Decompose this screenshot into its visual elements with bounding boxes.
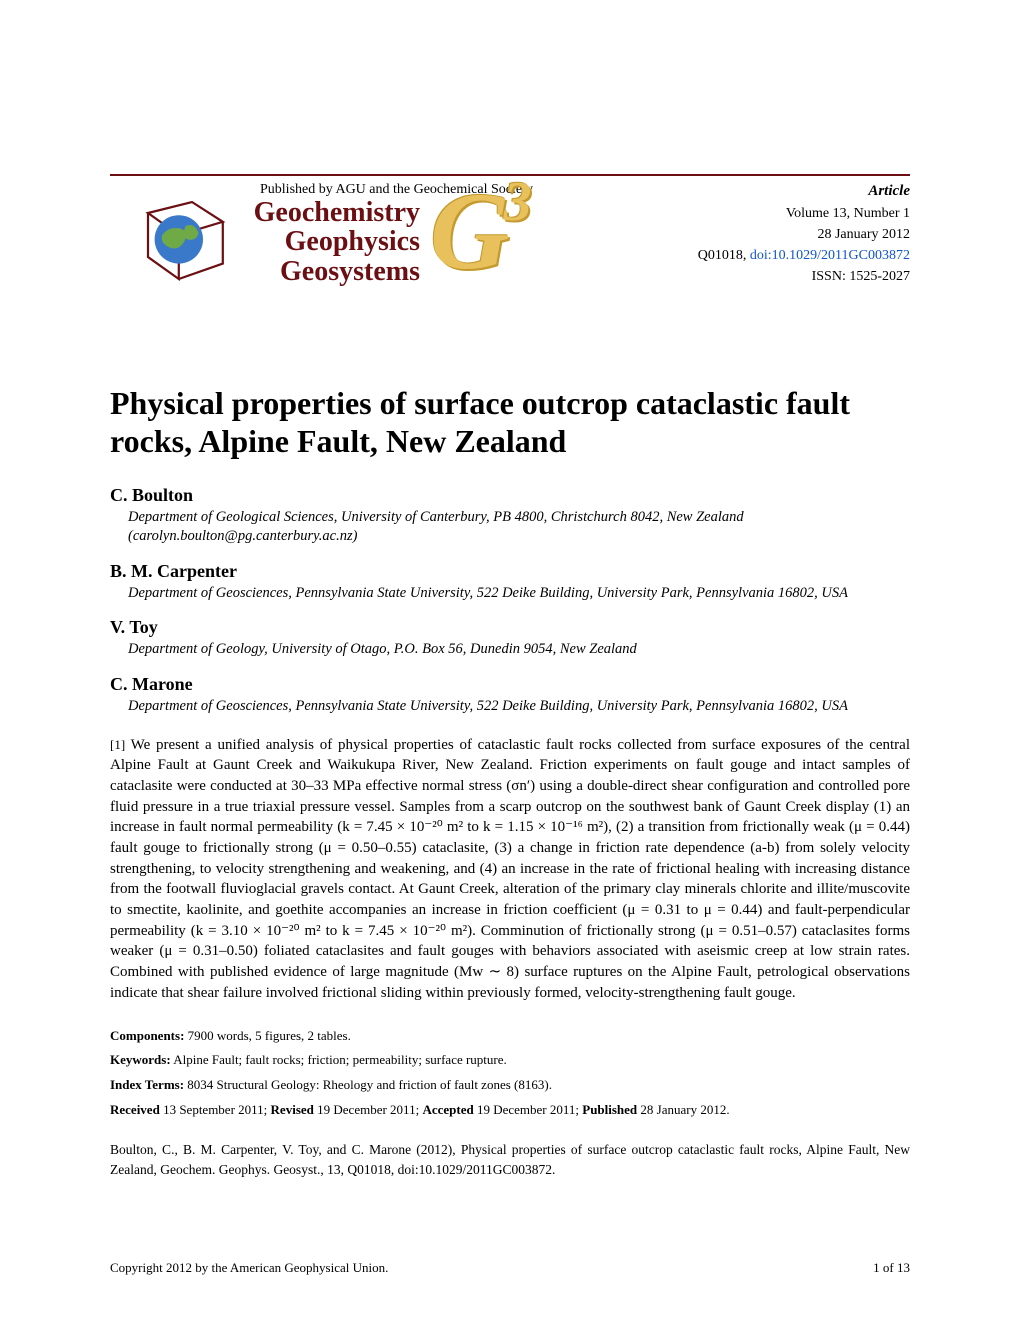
article-id: Q01018, [698, 248, 750, 263]
accepted-label: Accepted [422, 1102, 473, 1117]
journal-name-line: Geosystems [250, 257, 420, 286]
published-label: Published [582, 1102, 637, 1117]
volume-line: Volume 13, Number 1 [698, 203, 910, 224]
pubdate-line: 28 January 2012 [698, 224, 910, 245]
article-title: Physical properties of surface outcrop c… [110, 384, 910, 461]
author-block: V. Toy Department of Geology, University… [110, 617, 910, 660]
published-value: 28 January 2012. [637, 1102, 729, 1117]
copyright: Copyright 2012 by the American Geophysic… [110, 1260, 388, 1276]
keywords-value: Alpine Fault; fault rocks; friction; per… [171, 1052, 507, 1067]
author-affiliation: Department of Geology, University of Ota… [128, 640, 910, 660]
author-name: C. Boulton [110, 485, 910, 506]
paragraph-number: [1] [110, 737, 125, 752]
components-value: 7900 words, 5 figures, 2 tables. [184, 1028, 350, 1043]
received-value: 13 September 2011; [160, 1102, 271, 1117]
components-line: Components: 7900 words, 5 figures, 2 tab… [110, 1024, 910, 1049]
doi-link[interactable]: doi:10.1029/2011GC003872 [750, 248, 910, 263]
index-label: Index Terms: [110, 1077, 184, 1092]
journal-name: Geochemistry Geophysics Geosystems [250, 198, 420, 286]
journal-name-line: Geochemistry [250, 198, 420, 227]
revised-label: Revised [271, 1102, 314, 1117]
index-value: 8034 Structural Geology: Rheology and fr… [184, 1077, 552, 1092]
g3-g: G [430, 170, 503, 292]
accepted-value: 19 December 2011; [474, 1102, 583, 1117]
author-name: V. Toy [110, 617, 910, 638]
article-metadata-block: Components: 7900 words, 5 figures, 2 tab… [110, 1024, 910, 1123]
g3-sup: 3 [503, 171, 525, 233]
author-affiliation: Department of Geological Sciences, Unive… [128, 508, 910, 547]
journal-logo [126, 180, 236, 290]
keywords-label: Keywords: [110, 1052, 171, 1067]
journal-name-line: Geophysics [250, 227, 420, 256]
page-footer: Copyright 2012 by the American Geophysic… [110, 1260, 910, 1276]
author-block: B. M. Carpenter Department of Geoscience… [110, 561, 910, 604]
author-block: C. Boulton Department of Geological Scie… [110, 485, 910, 547]
article-meta: Article Volume 13, Number 1 28 January 2… [698, 180, 910, 287]
journal-g3-logo: G3 [430, 168, 525, 295]
author-name: B. M. Carpenter [110, 561, 910, 582]
issn-line: ISSN: 1525-2027 [698, 266, 910, 287]
citation: Boulton, C., B. M. Carpenter, V. Toy, an… [110, 1140, 910, 1179]
keywords-line: Keywords: Alpine Fault; fault rocks; fri… [110, 1048, 910, 1073]
author-block: C. Marone Department of Geosciences, Pen… [110, 674, 910, 717]
abstract: [1] We present a unified analysis of phy… [110, 735, 910, 1004]
author-name: C. Marone [110, 674, 910, 695]
author-affiliation: Department of Geosciences, Pennsylvania … [128, 584, 910, 604]
author-affiliation: Department of Geosciences, Pennsylvania … [128, 697, 910, 717]
received-label: Received [110, 1102, 160, 1117]
article-type: Article [698, 180, 910, 203]
abstract-text: We present a unified analysis of physica… [110, 737, 910, 1001]
revised-value: 19 December 2011; [314, 1102, 423, 1117]
page-number: 1 of 13 [873, 1260, 910, 1276]
doi-line: Q01018, doi:10.1029/2011GC003872 [698, 245, 910, 266]
index-terms-line: Index Terms: 8034 Structural Geology: Rh… [110, 1073, 910, 1098]
dates-line: Received 13 September 2011; Revised 19 D… [110, 1098, 910, 1123]
components-label: Components: [110, 1028, 184, 1043]
journal-header: Geochemistry Geophysics Geosystems G3 Ar… [110, 174, 910, 314]
